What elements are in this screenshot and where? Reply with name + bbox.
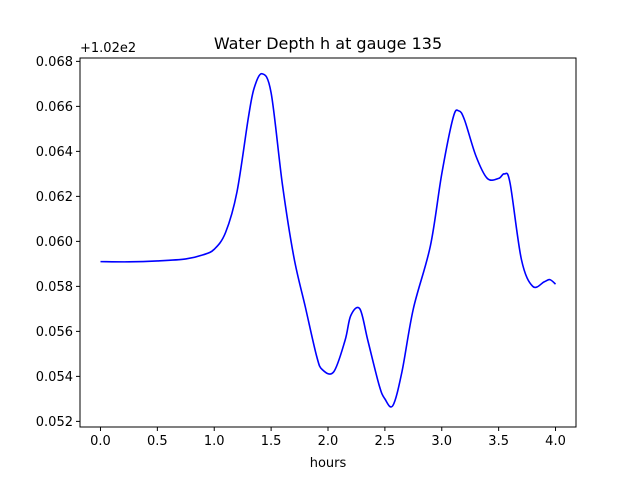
series-line-0 xyxy=(100,72,557,408)
y-tick-label: 0.054 xyxy=(36,370,73,385)
x-tick-label: 0.0 xyxy=(90,434,111,449)
y-tick-label: 0.060 xyxy=(36,235,73,250)
plot-area xyxy=(80,58,576,427)
axes-layer: 0.0 0.5 1.0 1.5 2.0 2.5 3.0 3.5 4.0 0.052 0.054 0.0… xyxy=(36,55,577,449)
x-tick-label: 1.5 xyxy=(261,434,282,449)
x-tick-label: 3.0 xyxy=(431,434,452,449)
x-tick-label: 2.5 xyxy=(375,434,396,449)
y-tick-label: 0.066 xyxy=(36,100,73,115)
x-axis-label: hours xyxy=(310,456,347,471)
chart-title: Water Depth h at gauge 135 xyxy=(214,34,442,53)
x-tick-label: 1.0 xyxy=(204,434,225,449)
y-tick-label: 0.064 xyxy=(36,145,73,160)
series-layer xyxy=(100,72,557,408)
y-axis-offset-label: +1.02e2 xyxy=(80,41,136,56)
y-tick-label: 0.058 xyxy=(36,280,73,295)
x-tick-label: 4.0 xyxy=(545,434,566,449)
y-tick-label: 0.068 xyxy=(36,55,73,70)
y-tick-label: 0.056 xyxy=(36,325,73,340)
x-tick-label: 2.0 xyxy=(318,434,339,449)
y-tick-label: 0.062 xyxy=(36,190,73,205)
x-tick-label: 0.5 xyxy=(147,434,168,449)
x-tick-label: 3.5 xyxy=(488,434,509,449)
y-tick-label: 0.052 xyxy=(36,415,73,430)
